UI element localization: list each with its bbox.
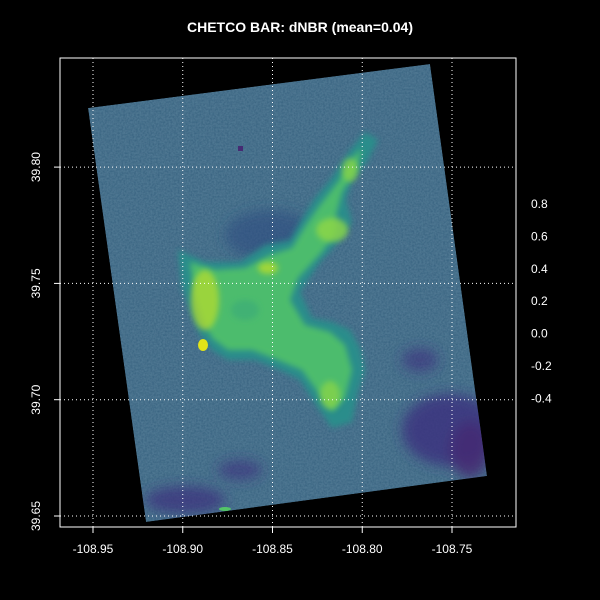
x-tick-label: -108.80 [342, 542, 383, 556]
dnbr-raster [88, 64, 487, 522]
burn-scar-high-severity [191, 158, 358, 409]
x-tick-label: -108.85 [252, 542, 293, 556]
colorbar-tick-label: -0.2 [531, 359, 552, 373]
x-tick-label: -108.90 [162, 542, 203, 556]
colorbar-tick-label: -0.4 [531, 391, 552, 405]
colorbar-tick-label: 0.2 [531, 294, 548, 308]
burn-scar-moderate [190, 148, 362, 412]
y-tick-label: 39.75 [29, 268, 43, 298]
small-dark-spot [238, 146, 243, 151]
colorbar-tick-label: 0.6 [531, 229, 548, 243]
x-tick-label: -108.95 [73, 542, 114, 556]
y-tick-label: 39.70 [29, 384, 43, 414]
map-title: CHETCO BAR: dNBR (mean=0.04) [187, 19, 413, 35]
grid-lines [60, 58, 516, 527]
x-axis: -108.95 -108.90 -108.85 -108.80 -108.75 [73, 527, 473, 556]
burn-scar [178, 132, 378, 511]
plot-frame [59, 57, 517, 528]
colorbar-tick-label: 0.0 [531, 327, 548, 341]
bottom-burn-speck [219, 507, 231, 511]
colorbar-tick-label: 0.4 [531, 262, 548, 276]
colorbar-labels: 0.8 0.6 0.4 0.2 0.0 -0.2 -0.4 [531, 197, 552, 405]
colorbar-tick-label: 0.8 [531, 197, 548, 211]
x-tick-label: -108.75 [432, 542, 473, 556]
y-axis: 39.65 39.70 39.75 39.80 [29, 152, 60, 531]
burn-scar-peak [198, 339, 208, 351]
y-tick-label: 39.65 [29, 501, 43, 531]
y-tick-label: 39.80 [29, 152, 43, 182]
